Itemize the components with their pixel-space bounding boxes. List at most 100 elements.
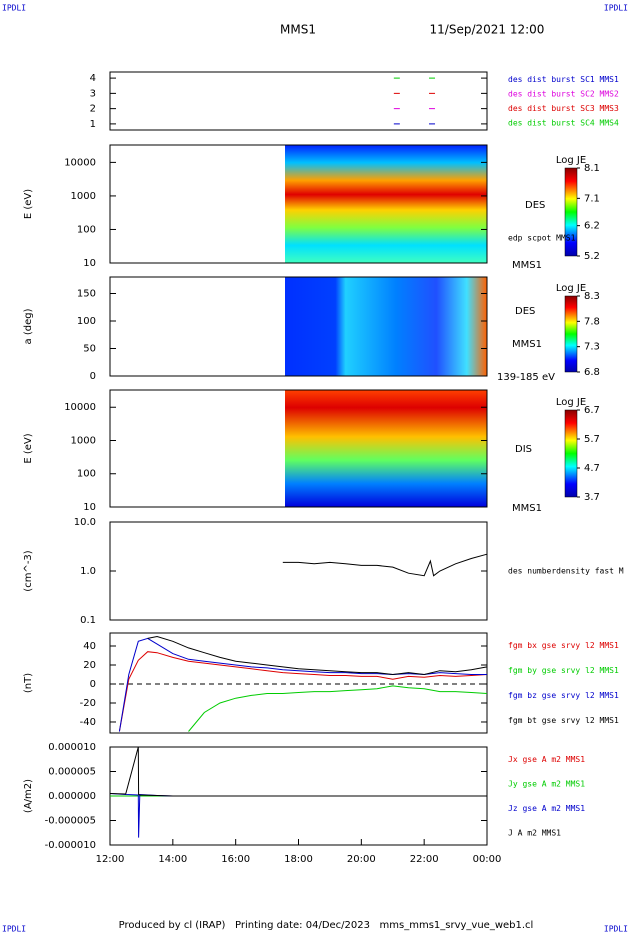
x-tick-label: 12:00	[96, 854, 125, 865]
y-tick-label: 1.0	[80, 566, 96, 577]
colorbar-title: Log JE	[556, 283, 586, 294]
legend-entry: fgm bz gse srvy l2 MMS1	[508, 691, 619, 700]
x-tick-label: 18:00	[284, 854, 313, 865]
panel-label: MMS1	[512, 260, 542, 271]
x-tick-label: 16:00	[221, 854, 250, 865]
series-line	[282, 553, 488, 577]
y-axis-label: (cm^-3)	[23, 550, 34, 591]
y-tick-label: 1000	[71, 435, 96, 446]
panel-label: edp scpot MMS1	[508, 234, 576, 243]
y-tick-label: 50	[83, 344, 96, 355]
legend-entry: des numberdensity fast M	[508, 567, 624, 576]
y-tick-label: 0	[90, 371, 96, 382]
y-tick-label: 150	[77, 289, 96, 300]
colorbar-title: Log JE	[556, 155, 586, 166]
colorbar	[564, 409, 578, 498]
colorbar-tick-label: 5.2	[584, 251, 600, 262]
y-tick-label: 100	[77, 224, 96, 235]
colorbar-title: Log JE	[556, 397, 586, 408]
colorbar-tick-label: 7.3	[584, 342, 600, 353]
colorbar	[564, 295, 578, 373]
legend-entry: fgm bx gse srvy l2 MMS1	[508, 641, 619, 650]
legend-entry: Jz gse A m2 MMS1	[508, 804, 585, 813]
colorbar-tick-label: 4.7	[584, 463, 600, 474]
series-line	[109, 746, 487, 797]
panel-label: DES	[525, 200, 545, 211]
y-tick-label: 10000	[64, 402, 96, 413]
x-tick-label: 00:00	[473, 854, 502, 865]
colorbar-tick-label: 7.8	[584, 316, 600, 327]
y-axis-label: E (eV)	[23, 433, 34, 463]
y-tick-label: 10	[83, 258, 96, 269]
y-tick-label: 10000	[64, 157, 96, 168]
panel-frame	[109, 71, 488, 131]
panel-label: DES	[515, 306, 535, 317]
y-tick-label: 3	[90, 88, 96, 99]
series-line	[147, 635, 488, 676]
legend-entry: Jx gse A m2 MMS1	[508, 755, 585, 764]
panel-label: DIS	[515, 444, 532, 455]
colorbar-tick-label: 6.2	[584, 221, 600, 232]
colorbar-tick-label: 7.1	[584, 193, 600, 204]
y-tick-label: 0.000000	[48, 791, 96, 802]
series-line	[109, 793, 487, 838]
panel-label: MMS1	[512, 503, 542, 514]
y-tick-label: 100	[77, 469, 96, 480]
colorbar-tick-label: 8.3	[584, 291, 600, 302]
legend-entry: des dist burst SC1 MMS1	[508, 75, 619, 84]
corner-mark: IPDLI	[2, 4, 26, 13]
spectrogram	[285, 390, 487, 507]
y-tick-label: 2	[90, 104, 96, 115]
colorbar-tick-label: 6.8	[584, 367, 600, 378]
colorbar-tick-label: 6.7	[584, 405, 600, 416]
panel-label: MMS1	[512, 339, 542, 350]
y-tick-label: 0.000010	[48, 742, 96, 753]
panel-frame	[109, 144, 488, 264]
date: 11/Sep/2021 12:00	[430, 23, 545, 37]
corner-mark: IPDLI	[604, 4, 628, 13]
legend-entry: des dist burst SC4 MMS4	[508, 118, 619, 127]
panel-frame	[109, 389, 488, 508]
corner-mark: IPDLI	[604, 925, 628, 934]
legend-entry: J A m2 MMS1	[508, 828, 561, 837]
y-tick-label: 0.1	[80, 615, 96, 626]
y-tick-label: 10	[83, 502, 96, 513]
series-line	[188, 685, 488, 732]
colorbar-tick-label: 8.1	[584, 163, 600, 174]
series-line	[118, 637, 487, 732]
y-tick-label: 4	[90, 73, 96, 84]
colorbar-tick-label: 3.7	[584, 492, 600, 503]
legend-entry: Jy gse A m2 MMS1	[508, 779, 585, 788]
legend-entry: des dist burst SC3 MMS3	[508, 104, 619, 113]
y-tick-label: 10.0	[74, 517, 96, 528]
footer: Produced by cl (IRAP) Printing date: 04/…	[119, 920, 534, 931]
colorbar	[564, 167, 578, 257]
y-tick-label: 0	[90, 679, 96, 690]
panel-frame	[109, 632, 488, 734]
legend-entry: fgm by gse srvy l2 MMS1	[508, 666, 619, 675]
panel-frame	[109, 276, 488, 377]
y-tick-label: -20	[80, 698, 96, 709]
y-tick-label: -40	[80, 717, 96, 728]
corner-mark: IPDLI	[2, 925, 26, 934]
panel-label: 139-185 eV	[497, 372, 555, 383]
y-tick-label: 100	[77, 316, 96, 327]
x-tick-label: 20:00	[347, 854, 376, 865]
legend-entry: fgm bt gse srvy l2 MMS1	[508, 716, 619, 725]
colorbar-tick-label: 5.7	[584, 434, 600, 445]
x-tick-label: 22:00	[410, 854, 439, 865]
y-tick-label: 20	[83, 660, 96, 671]
spacecraft: MMS1	[280, 23, 316, 37]
spectrogram	[285, 145, 487, 263]
y-tick-label: -0.000005	[45, 816, 96, 827]
y-tick-label: 40	[83, 641, 96, 652]
y-tick-label: -0.000010	[45, 840, 96, 851]
legend-entry: des dist burst SC2 MMS2	[508, 89, 619, 98]
y-tick-label: 1	[90, 119, 96, 130]
y-axis-label: E (eV)	[23, 189, 34, 219]
y-axis-label: a (deg)	[23, 308, 34, 344]
y-tick-label: 0.000005	[48, 767, 96, 778]
spectrogram	[285, 277, 487, 376]
y-axis-label: (A/m2)	[23, 779, 34, 813]
